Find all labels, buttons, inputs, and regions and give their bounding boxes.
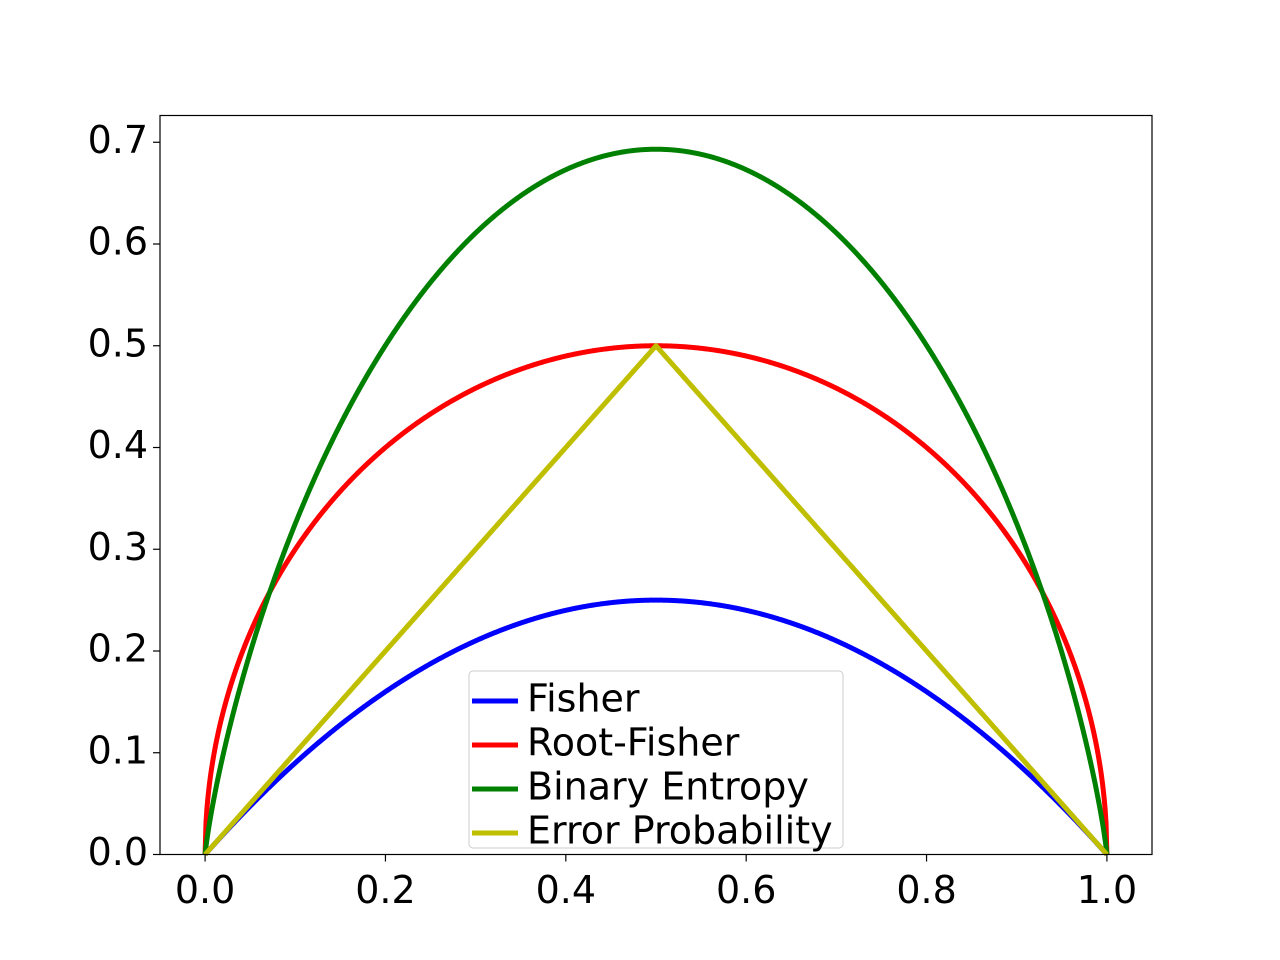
y-tick-label: 0.7 [88, 118, 148, 162]
y-tick-label: 0.6 [88, 220, 148, 264]
series-layer [202, 146, 1110, 857]
y-tick-label: 0.4 [88, 423, 148, 467]
y-tick-label: 0.2 [88, 627, 148, 671]
x-tick-label: 0.4 [536, 868, 596, 912]
y-tick-label: 0.1 [88, 728, 148, 772]
x-tick-label: 0.2 [355, 868, 415, 912]
legend-box [468, 670, 844, 849]
legend-label-fisher: Fisher [527, 677, 640, 721]
legend-label-error-probability: Error Probability [527, 809, 833, 853]
y-tick-label: 0.5 [88, 321, 148, 365]
plot-frame [159, 114, 1153, 856]
series-line-binary-entropy [202, 146, 1110, 855]
series-line-fisher [203, 597, 1109, 857]
legend-label-root-fisher: Root-Fisher [527, 721, 740, 765]
y-tick-label: 0.3 [88, 525, 148, 569]
x-tick-label: 0.8 [896, 868, 956, 912]
x-tick-label: 0.0 [175, 868, 235, 912]
x-tick-label: 1.0 [1077, 868, 1137, 912]
legend-label-binary-entropy: Binary Entropy [527, 765, 809, 809]
axis-layer: 0.0 0.2 0.4 0.6 0.8 1.0 0.0 0.1 0.2 0.3 0.4 0.5 0.6 0… [88, 118, 1138, 912]
y-tick-label: 0.0 [88, 830, 148, 874]
series-line-error-probability [203, 343, 1109, 857]
x-tick-label: 0.6 [716, 868, 776, 912]
